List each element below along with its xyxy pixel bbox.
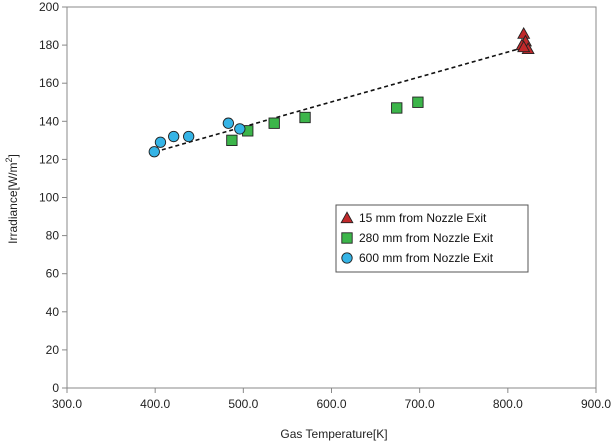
y-axis-ticks: 0 20 40 60 80 100 120 140 160 180 200 [39,0,67,395]
square-data-point [391,102,403,114]
circle-data-point [183,130,195,143]
legend-box [335,204,529,273]
legend-marker-square [341,232,353,244]
x-tick-label: 600.0 [316,397,346,411]
legend-marker-triangle [340,211,354,224]
y-axis-title: Irradiance[W/m2] [4,154,20,244]
y-tick-label: 180 [39,38,59,52]
trendline-layer [154,46,526,153]
triangle-data-point [517,40,531,53]
x-tick-label: 900.0 [581,397,611,411]
y-tick-label: 0 [52,381,59,395]
y-tick-label: 120 [39,152,59,166]
legend: 15 mm from Nozzle Exit 280 mm from Nozzle… [335,204,529,273]
square-data-point [299,111,311,124]
triangle-data-point [517,26,531,39]
legend-label: 15 mm from Nozzle Exit [359,211,487,225]
plot-axes [66,6,597,389]
square-data-point [412,96,424,108]
x-axis-title: Gas Temperature[K] [280,427,387,441]
y-tick-label: 200 [39,0,59,14]
circle-data-point [234,123,246,135]
y-tick-label: 60 [46,267,60,281]
y-tick-label: 80 [46,229,60,243]
y-tick-label: 40 [46,305,60,319]
data-points [148,26,535,158]
trendline [154,46,526,153]
square-data-point [226,134,238,146]
x-axis-ticks: 300.0 400.0 500.0 600.0 700.0 800.0 900.0 [52,388,611,411]
y-tick-label: 140 [39,114,59,128]
x-tick-label: 800.0 [493,397,523,411]
legend-marker-circle [341,252,353,264]
y-axis-title-end: ] [6,154,20,157]
circle-data-point [222,117,234,129]
x-tick-label: 700.0 [405,397,435,411]
y-tick-label: 20 [46,343,60,357]
y-axis-title-main: Irradiance[W/m [6,163,20,244]
y-tick-label: 160 [39,76,59,90]
y-tick-label: 100 [39,191,59,205]
x-tick-label: 300.0 [52,397,82,411]
legend-label: 600 mm from Nozzle Exit [359,251,494,265]
plot-frame [66,6,597,389]
circle-data-point [154,136,167,148]
circle-data-point [168,130,180,143]
legend-label: 280 mm from Nozzle Exit [359,231,494,245]
square-data-point [268,117,280,129]
x-tick-label: 400.0 [140,397,170,411]
y-axis-title-superscript: 2 [4,157,14,162]
x-tick-label: 500.0 [228,397,258,411]
circle-data-point [148,146,160,158]
